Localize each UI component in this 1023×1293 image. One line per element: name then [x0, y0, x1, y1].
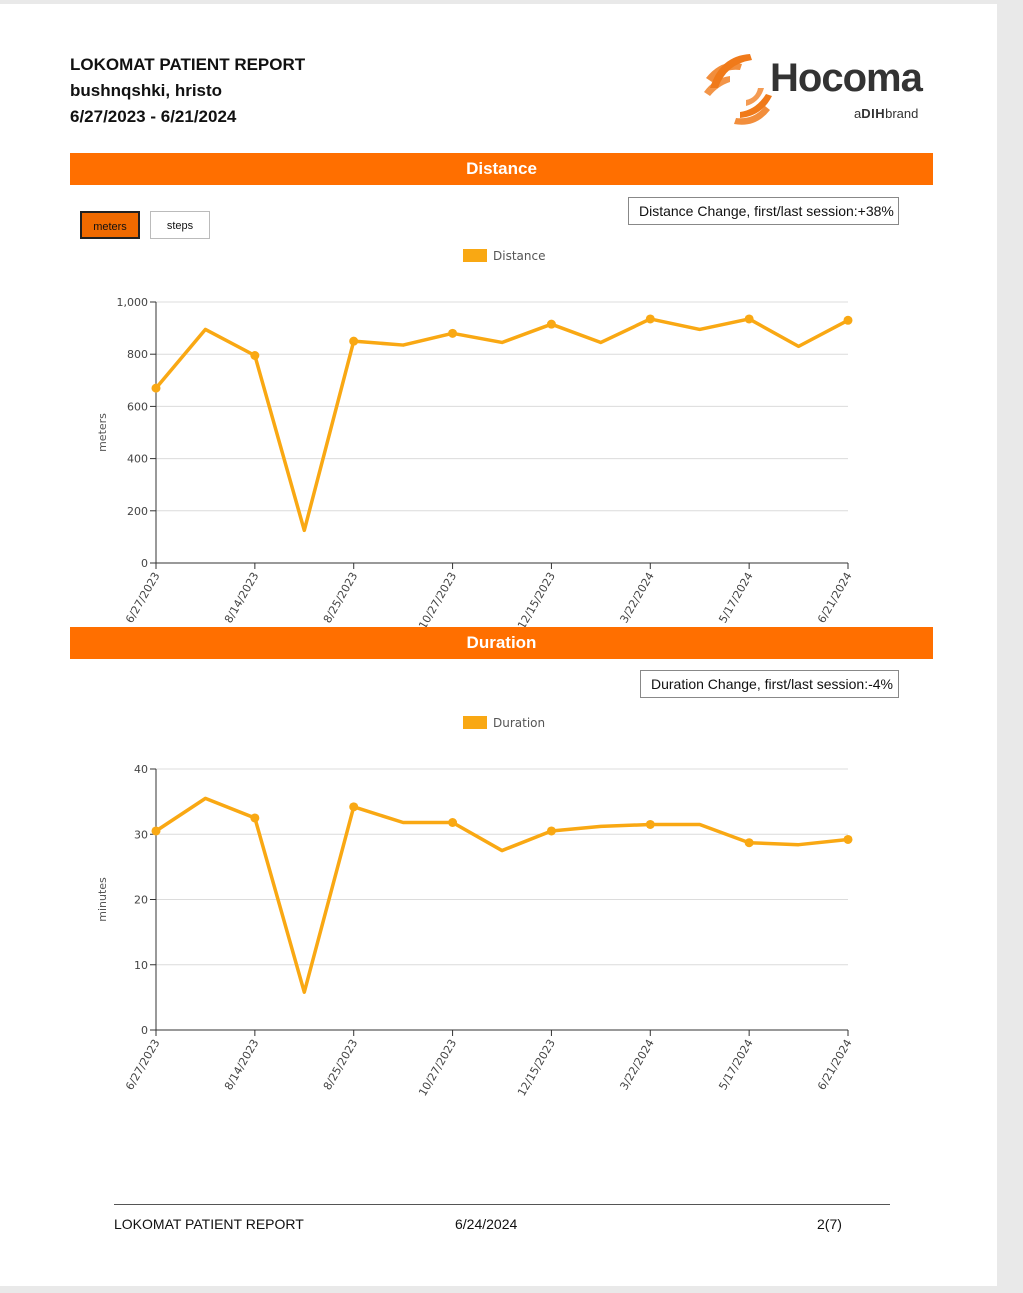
y-tick-label: 30 [134, 828, 148, 841]
x-tick-label: 8/14/2023 [222, 1037, 261, 1092]
x-tick-label: 8/25/2023 [321, 1037, 360, 1092]
footer-page-number: 2(7) [817, 1216, 842, 1232]
x-tick-label: 3/22/2024 [617, 1037, 656, 1092]
report-page: LOKOMAT PATIENT REPORT bushnqshki, hrist… [0, 4, 997, 1286]
data-point [349, 336, 359, 346]
meters-button[interactable]: meters [80, 211, 140, 239]
tagline-brand: DIH [861, 106, 886, 121]
x-tick-label: 8/14/2023 [222, 570, 261, 625]
x-tick-label: 6/27/2023 [123, 570, 162, 625]
hocoma-wordmark: Hocoma [770, 56, 923, 100]
x-tick-label: 12/15/2023 [515, 1037, 558, 1098]
data-point [645, 314, 655, 324]
x-tick-label: 10/27/2023 [416, 1037, 459, 1098]
data-point [546, 319, 556, 329]
report-title: LOKOMAT PATIENT REPORT [70, 55, 306, 74]
tagline-suffix: brand [885, 106, 919, 121]
distance-chart: Distance 0 200 400 600 800 1,000 meters 6/27/202… [96, 249, 855, 631]
steps-button[interactable]: steps [150, 211, 210, 239]
distance-section-header: Distance [70, 153, 933, 185]
duration-chart: Duration 0 10 20 30 40 minutes 6/27/2023 8/14/20… [96, 716, 855, 1098]
data-point [151, 826, 161, 836]
data-point [250, 351, 260, 361]
duration-section-header: Duration [70, 627, 933, 659]
x-tick-label: 10/27/2023 [416, 570, 459, 631]
y-tick-label: 10 [134, 959, 148, 972]
y-tick-label: 1,000 [117, 296, 149, 309]
x-tick-label: 6/21/2024 [815, 1037, 854, 1092]
y-tick-label: 20 [134, 894, 148, 907]
x-tick-label: 6/27/2023 [123, 1037, 162, 1092]
y-tick-label: 0 [141, 1024, 148, 1037]
data-point [151, 383, 161, 393]
y-tick-label: 600 [127, 400, 148, 413]
y-tick-label: 800 [127, 348, 148, 361]
legend-label: Duration [493, 716, 545, 730]
y-tick-label: 40 [134, 763, 148, 776]
data-point [744, 838, 754, 848]
data-point [843, 315, 853, 325]
data-point [250, 813, 260, 823]
y-axis-label: minutes [96, 877, 109, 922]
data-point [448, 328, 458, 338]
x-tick-label: 5/17/2024 [716, 570, 755, 625]
data-point [744, 314, 754, 324]
y-axis-label: meters [96, 413, 109, 452]
y-tick-label: 400 [127, 453, 148, 466]
report-header: LOKOMAT PATIENT REPORT bushnqshki, hrist… [70, 52, 305, 130]
data-point [546, 826, 556, 836]
data-point [645, 819, 655, 829]
x-tick-label: 12/15/2023 [515, 570, 558, 631]
data-point [843, 834, 853, 844]
y-tick-label: 0 [141, 557, 148, 570]
x-tick-label: 3/22/2024 [617, 570, 656, 625]
series-line [154, 317, 849, 533]
distance-change-box: Distance Change, first/last session:+38% [628, 197, 899, 225]
footer-divider [114, 1204, 890, 1205]
logo-tagline: aDIHbrand [854, 106, 918, 121]
date-range: 6/27/2023 - 6/21/2024 [70, 107, 237, 126]
hocoma-swirl-icon [704, 54, 772, 125]
data-point [448, 818, 458, 828]
hocoma-logo: Hocoma aDIHbrand [700, 48, 930, 128]
data-point [349, 802, 359, 812]
series-line [155, 796, 849, 994]
x-tick-label: 8/25/2023 [321, 570, 360, 625]
x-tick-label: 6/21/2024 [815, 570, 854, 625]
footer-title: LOKOMAT PATIENT REPORT [114, 1216, 304, 1232]
y-tick-label: 200 [127, 505, 148, 518]
patient-name: bushnqshki, hristo [70, 81, 223, 100]
footer-date: 6/24/2024 [455, 1216, 518, 1232]
legend-swatch [463, 249, 487, 262]
duration-change-box: Duration Change, first/last session:-4% [640, 670, 899, 698]
legend-label: Distance [493, 249, 545, 263]
legend-swatch [463, 716, 487, 729]
x-tick-label: 5/17/2024 [716, 1037, 755, 1092]
tagline-prefix: a [854, 106, 862, 121]
